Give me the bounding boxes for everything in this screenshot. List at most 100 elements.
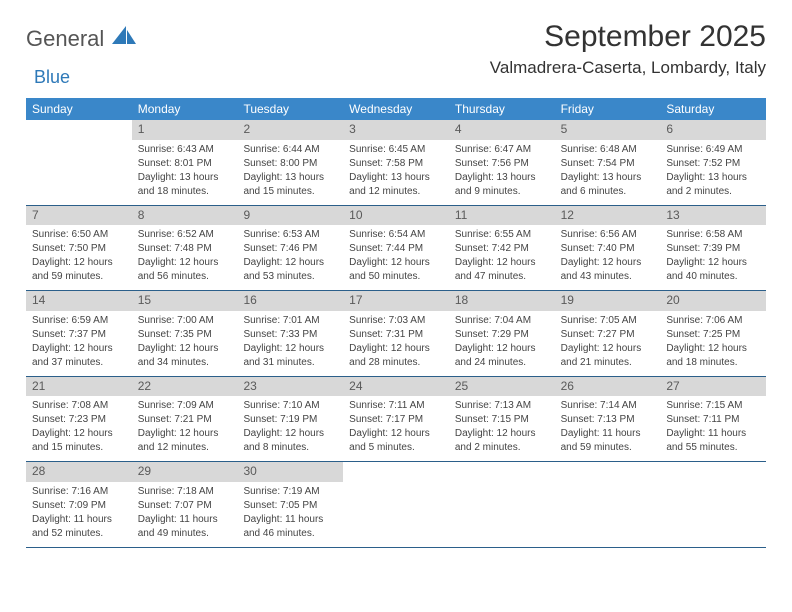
- day-number: 5: [555, 120, 661, 140]
- day-content: Sunrise: 6:53 AMSunset: 7:46 PMDaylight:…: [237, 225, 343, 290]
- daylight-line2: and 59 minutes.: [32, 270, 126, 283]
- day-content: Sunrise: 6:56 AMSunset: 7:40 PMDaylight:…: [555, 225, 661, 290]
- daylight-line2: and 18 minutes.: [666, 356, 760, 369]
- day-cell: 14Sunrise: 6:59 AMSunset: 7:37 PMDayligh…: [26, 291, 132, 376]
- day-content: Sunrise: 6:59 AMSunset: 7:37 PMDaylight:…: [26, 311, 132, 376]
- sunset-text: Sunset: 7:07 PM: [138, 499, 232, 512]
- day-content: Sunrise: 6:49 AMSunset: 7:52 PMDaylight:…: [660, 140, 766, 205]
- day-number: 3: [343, 120, 449, 140]
- day-content: Sunrise: 7:18 AMSunset: 7:07 PMDaylight:…: [132, 482, 238, 547]
- day-cell: 6Sunrise: 6:49 AMSunset: 7:52 PMDaylight…: [660, 120, 766, 205]
- empty-day: [26, 120, 132, 205]
- day-number: 19: [555, 291, 661, 311]
- daylight-line1: Daylight: 12 hours: [349, 427, 443, 440]
- daylight-line1: Daylight: 12 hours: [561, 342, 655, 355]
- sunset-text: Sunset: 7:35 PM: [138, 328, 232, 341]
- weeks-container: 1Sunrise: 6:43 AMSunset: 8:01 PMDaylight…: [26, 120, 766, 548]
- sunset-text: Sunset: 7:54 PM: [561, 157, 655, 170]
- day-content: Sunrise: 6:55 AMSunset: 7:42 PMDaylight:…: [449, 225, 555, 290]
- sunrise-text: Sunrise: 6:53 AM: [243, 228, 337, 241]
- daylight-line1: Daylight: 11 hours: [32, 513, 126, 526]
- sunset-text: Sunset: 7:33 PM: [243, 328, 337, 341]
- daylight-line1: Daylight: 11 hours: [243, 513, 337, 526]
- daylight-line2: and 15 minutes.: [243, 185, 337, 198]
- day-number: 1: [132, 120, 238, 140]
- daylight-line2: and 28 minutes.: [349, 356, 443, 369]
- day-number: 28: [26, 462, 132, 482]
- daylight-line2: and 34 minutes.: [138, 356, 232, 369]
- header-region: General Blue September 2025 Valmadrera-C…: [26, 20, 766, 86]
- day-content: Sunrise: 7:19 AMSunset: 7:05 PMDaylight:…: [237, 482, 343, 547]
- day-cell: 27Sunrise: 7:15 AMSunset: 7:11 PMDayligh…: [660, 377, 766, 462]
- sunrise-text: Sunrise: 7:18 AM: [138, 485, 232, 498]
- sunrise-text: Sunrise: 7:09 AM: [138, 399, 232, 412]
- daylight-line2: and 24 minutes.: [455, 356, 549, 369]
- day-content: Sunrise: 7:09 AMSunset: 7:21 PMDaylight:…: [132, 396, 238, 461]
- sunrise-text: Sunrise: 7:11 AM: [349, 399, 443, 412]
- daylight-line1: Daylight: 12 hours: [666, 342, 760, 355]
- sunset-text: Sunset: 7:52 PM: [666, 157, 760, 170]
- daylight-line2: and 2 minutes.: [455, 441, 549, 454]
- day-content: Sunrise: 6:45 AMSunset: 7:58 PMDaylight:…: [343, 140, 449, 205]
- empty-day: [555, 462, 661, 547]
- day-number: 4: [449, 120, 555, 140]
- daylight-line2: and 55 minutes.: [666, 441, 760, 454]
- day-number: 26: [555, 377, 661, 397]
- daylight-line1: Daylight: 12 hours: [243, 256, 337, 269]
- day-cell: 20Sunrise: 7:06 AMSunset: 7:25 PMDayligh…: [660, 291, 766, 376]
- daylight-line1: Daylight: 11 hours: [138, 513, 232, 526]
- logo-word-2: Blue: [34, 68, 138, 86]
- location: Valmadrera-Caserta, Lombardy, Italy: [490, 58, 766, 78]
- day-number: 30: [237, 462, 343, 482]
- sunset-text: Sunset: 7:27 PM: [561, 328, 655, 341]
- sunset-text: Sunset: 7:23 PM: [32, 413, 126, 426]
- daylight-line2: and 53 minutes.: [243, 270, 337, 283]
- day-content: Sunrise: 7:04 AMSunset: 7:29 PMDaylight:…: [449, 311, 555, 376]
- daylight-line2: and 49 minutes.: [138, 527, 232, 540]
- daylight-line1: Daylight: 12 hours: [243, 342, 337, 355]
- day-cell: 1Sunrise: 6:43 AMSunset: 8:01 PMDaylight…: [132, 120, 238, 205]
- daylight-line2: and 6 minutes.: [561, 185, 655, 198]
- sunset-text: Sunset: 8:01 PM: [138, 157, 232, 170]
- sunset-text: Sunset: 7:56 PM: [455, 157, 549, 170]
- day-content: Sunrise: 6:58 AMSunset: 7:39 PMDaylight:…: [660, 225, 766, 290]
- week-row: 28Sunrise: 7:16 AMSunset: 7:09 PMDayligh…: [26, 462, 766, 548]
- sunset-text: Sunset: 7:21 PM: [138, 413, 232, 426]
- sunset-text: Sunset: 7:39 PM: [666, 242, 760, 255]
- day-number: 8: [132, 206, 238, 226]
- daylight-line1: Daylight: 12 hours: [349, 342, 443, 355]
- sunrise-text: Sunrise: 7:04 AM: [455, 314, 549, 327]
- day-content: Sunrise: 7:05 AMSunset: 7:27 PMDaylight:…: [555, 311, 661, 376]
- day-cell: 10Sunrise: 6:54 AMSunset: 7:44 PMDayligh…: [343, 206, 449, 291]
- day-content: Sunrise: 7:10 AMSunset: 7:19 PMDaylight:…: [237, 396, 343, 461]
- daylight-line2: and 52 minutes.: [32, 527, 126, 540]
- daylight-line1: Daylight: 13 hours: [666, 171, 760, 184]
- day-number: 13: [660, 206, 766, 226]
- logo: General Blue: [26, 20, 138, 86]
- day-content: Sunrise: 7:11 AMSunset: 7:17 PMDaylight:…: [343, 396, 449, 461]
- day-cell: 7Sunrise: 6:50 AMSunset: 7:50 PMDaylight…: [26, 206, 132, 291]
- daylight-line2: and 47 minutes.: [455, 270, 549, 283]
- sunrise-text: Sunrise: 6:59 AM: [32, 314, 126, 327]
- day-cell: 9Sunrise: 6:53 AMSunset: 7:46 PMDaylight…: [237, 206, 343, 291]
- day-content: Sunrise: 6:50 AMSunset: 7:50 PMDaylight:…: [26, 225, 132, 290]
- day-number: 22: [132, 377, 238, 397]
- week-row: 14Sunrise: 6:59 AMSunset: 7:37 PMDayligh…: [26, 291, 766, 377]
- day-number: 7: [26, 206, 132, 226]
- day-content: Sunrise: 6:52 AMSunset: 7:48 PMDaylight:…: [132, 225, 238, 290]
- sunset-text: Sunset: 7:15 PM: [455, 413, 549, 426]
- daylight-line2: and 46 minutes.: [243, 527, 337, 540]
- day-content: Sunrise: 7:06 AMSunset: 7:25 PMDaylight:…: [660, 311, 766, 376]
- daylight-line2: and 9 minutes.: [455, 185, 549, 198]
- daylight-line1: Daylight: 12 hours: [455, 256, 549, 269]
- sunrise-text: Sunrise: 6:45 AM: [349, 143, 443, 156]
- day-cell: 13Sunrise: 6:58 AMSunset: 7:39 PMDayligh…: [660, 206, 766, 291]
- sunrise-text: Sunrise: 7:14 AM: [561, 399, 655, 412]
- daylight-line2: and 2 minutes.: [666, 185, 760, 198]
- daylight-line1: Daylight: 12 hours: [666, 256, 760, 269]
- daylight-line1: Daylight: 13 hours: [561, 171, 655, 184]
- day-number: 27: [660, 377, 766, 397]
- sunset-text: Sunset: 7:31 PM: [349, 328, 443, 341]
- day-cell: 8Sunrise: 6:52 AMSunset: 7:48 PMDaylight…: [132, 206, 238, 291]
- day-content: Sunrise: 7:15 AMSunset: 7:11 PMDaylight:…: [660, 396, 766, 461]
